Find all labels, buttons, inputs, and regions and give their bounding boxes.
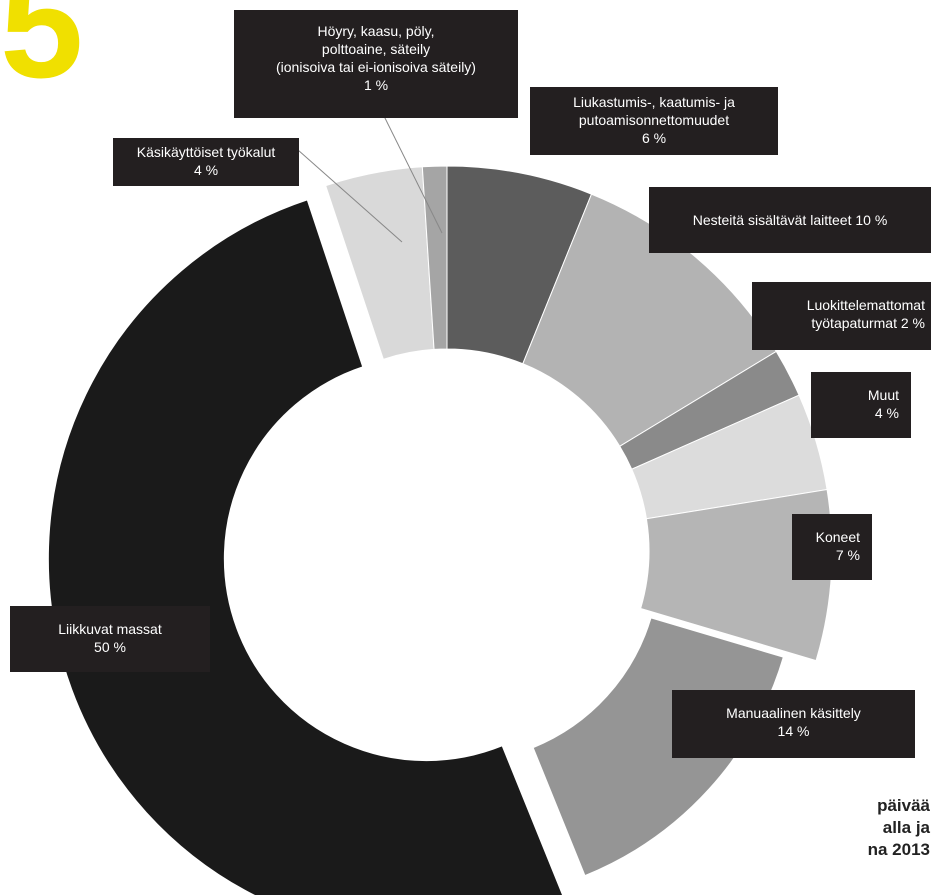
side-text-bottom: päivää alla ja na 2013	[800, 795, 930, 861]
label-koneet-line-1: Koneet	[815, 529, 860, 545]
label-liukastumis-value: 6 %	[641, 130, 667, 146]
label-hoyry-line-1: Höyry, kaasu, pöly,	[317, 23, 435, 39]
label-koneet-value: 7 %	[835, 547, 860, 563]
label-hoyry-line-2: polttoaine, säteily	[321, 41, 431, 57]
label-luokittelemattomat-line-1: Luokittelemattomat	[806, 297, 925, 313]
label-hoyry-line-3: (ionisoiva tai ei-ionisoiva säteily)	[276, 59, 476, 75]
label-muut-value: 4 %	[874, 405, 899, 421]
chapter-number: 5	[0, 0, 84, 90]
slice-liikkuvat	[47, 199, 564, 895]
side-text-bottom-line-2: alla ja	[882, 818, 930, 837]
label-kasikayttoiset-line-1: Käsikäyttöiset työkalut	[136, 144, 276, 160]
label-kasikayttoiset-value: 4 %	[193, 162, 219, 178]
label-liikkuvat-line-1: Liikkuvat massat	[58, 621, 162, 637]
label-hoyry-value: 1 %	[363, 77, 389, 93]
label-koneet: Koneet 7 %	[792, 514, 872, 580]
label-luokittelemattomat: Luokittelemattomat työtapaturmat 2 %	[752, 282, 931, 350]
label-nesteita: Nesteitä sisältävät laitteet 10 %	[649, 187, 931, 253]
label-manuaalinen-value: 14 %	[777, 723, 810, 739]
label-luokittelemattomat-line-2: työtapaturmat 2 %	[811, 315, 925, 331]
slice-hoyry	[421, 165, 448, 350]
leader-lines	[297, 111, 443, 243]
label-hoyry: Höyry, kaasu, pöly, polttoaine, säteily …	[234, 10, 518, 118]
label-nesteita-line-1: Nesteitä sisältävät laitteet 10 %	[692, 212, 888, 228]
donut-slices	[47, 165, 833, 895]
label-liikkuvat-value: 50 %	[94, 639, 126, 655]
label-muut: Muut 4 %	[811, 372, 911, 438]
label-liukastumis-line-1: Liukastumis-, kaatumis- ja	[573, 94, 735, 110]
label-manuaalinen: Manuaalinen käsittely 14 %	[672, 690, 915, 758]
label-muut-line-1: Muut	[867, 387, 899, 403]
side-text-bottom-line-3: na 2013	[867, 840, 930, 859]
leader-line-hoyry	[381, 111, 443, 234]
label-kasikayttoiset: Käsikäyttöiset työkalut 4 %	[113, 138, 299, 186]
label-liikkuvat: Liikkuvat massat 50 %	[10, 606, 210, 672]
side-text-bottom-line-1: päivää	[877, 796, 930, 815]
label-liukastumis: Liukastumis-, kaatumis- ja putoamisonnet…	[530, 87, 778, 155]
leader-line-kasikayttoiset	[297, 149, 403, 243]
label-liukastumis-line-2: putoamisonnettomuudet	[578, 112, 730, 128]
label-manuaalinen-line-1: Manuaalinen käsittely	[726, 705, 861, 721]
